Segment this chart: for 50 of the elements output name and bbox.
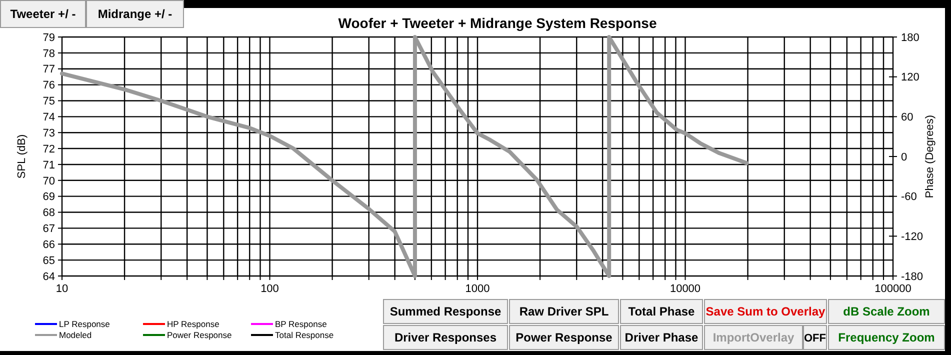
- button: OFF: [803, 325, 827, 350]
- y2-tick-label: -180: [901, 270, 924, 283]
- y-tick-label: 71: [42, 159, 55, 172]
- y2-tick-label: 60: [901, 112, 914, 124]
- y-tick-label: 76: [42, 80, 55, 92]
- button: Save Sum to Overlay: [704, 299, 827, 324]
- y-tick-label: 67: [42, 223, 55, 236]
- x-tick-label: 100: [260, 283, 279, 295]
- button: dB Scale Zoom: [828, 299, 945, 324]
- y-tick-label: 64: [42, 270, 55, 283]
- x-tick-label: 100000: [874, 283, 912, 295]
- y2-tick-label: 120: [901, 72, 920, 84]
- button: Total Phase: [620, 299, 703, 324]
- button: Midrange +/ -: [86, 0, 184, 28]
- y-tick-label: 74: [42, 112, 55, 124]
- chart-title: Woofer + Tweeter + Midrange System Response: [338, 15, 657, 31]
- button: Frequency Zoom: [828, 325, 945, 350]
- button: Driver Responses: [383, 325, 508, 350]
- button: Driver Phase: [620, 325, 703, 350]
- y-tick-label: 70: [42, 175, 55, 188]
- y-tick-label: 79: [42, 32, 55, 44]
- legend-label: Total Response: [275, 330, 334, 340]
- y-tick-label: 78: [42, 48, 55, 60]
- y-tick-label: 69: [42, 191, 55, 204]
- button: ImportOverlay: [704, 325, 803, 350]
- y-tick-label: 77: [42, 64, 55, 76]
- legend-label: BP Response: [275, 318, 328, 329]
- x-tick-label: 1000: [465, 283, 490, 295]
- legend-label: HP Response: [167, 318, 220, 329]
- button: Summed Response: [383, 299, 508, 324]
- y-axis-title: SPL (dB): [16, 134, 28, 179]
- y-tick-label: 66: [42, 238, 55, 251]
- legend-label: LP Response: [59, 318, 110, 329]
- y2-tick-label: -120: [901, 231, 924, 244]
- y-tick-label: 73: [42, 127, 55, 140]
- x-tick-label: 10: [56, 283, 68, 295]
- y2-axis-title: Phase (Degrees): [924, 114, 936, 198]
- y2-tick-label: -60: [901, 191, 917, 204]
- button: Raw Driver SPL: [509, 299, 619, 324]
- button: Tweeter +/ -: [0, 0, 86, 28]
- y2-tick-label: 0: [901, 151, 908, 164]
- y-tick-label: 65: [42, 254, 55, 267]
- y-tick-label: 75: [42, 96, 55, 108]
- x-tick-label: 10000: [670, 283, 701, 295]
- y2-tick-label: 180: [901, 32, 920, 44]
- y-tick-label: 72: [42, 143, 55, 156]
- y-tick-label: 68: [42, 207, 55, 220]
- legend-label: Power Response: [167, 330, 232, 340]
- button: Power Response: [509, 325, 619, 350]
- legend-label: Modeled: [59, 330, 92, 340]
